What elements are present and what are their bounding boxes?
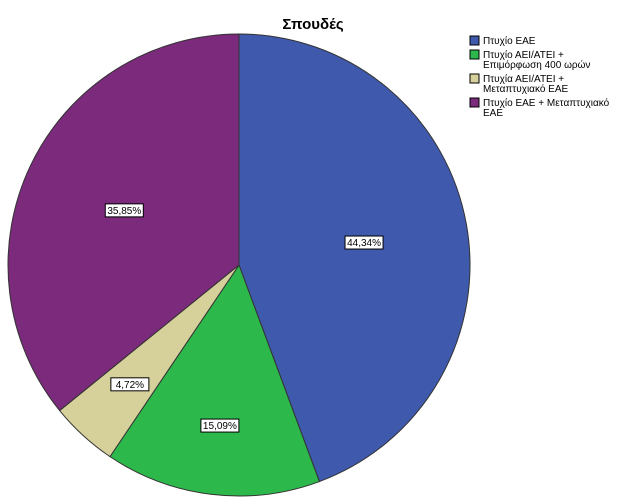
pie-slice-1 bbox=[238, 33, 471, 483]
legend-swatch bbox=[469, 49, 480, 60]
svg-text:35,85%: 35,85% bbox=[107, 206, 141, 217]
legend-swatch bbox=[469, 97, 480, 108]
legend-swatch bbox=[469, 73, 480, 84]
svg-text:15,09%: 15,09% bbox=[203, 421, 237, 432]
pie-data-label-1: 44,34% bbox=[344, 235, 384, 250]
pie-data-label-4: 35,85% bbox=[104, 203, 144, 218]
legend-item-4: Πτυχίο ΕΑΕ + Μεταπτυχιακό ΕΑΕ bbox=[469, 97, 610, 119]
svg-text:44,34%: 44,34% bbox=[347, 238, 381, 249]
legend-label: Πτυχίο ΑΕΙ/ΑΤΕΙ + Επιμόρφωση 400 ωρών bbox=[483, 49, 590, 71]
pie-slice-2 bbox=[109, 263, 321, 497]
pie-slices bbox=[7, 33, 471, 497]
legend-item-2: Πτυχίο ΑΕΙ/ΑΤΕΙ + Επιμόρφωση 400 ωρών bbox=[469, 49, 590, 71]
pie-data-label-2: 15,09% bbox=[200, 418, 240, 433]
legend: Πτυχίο ΕΑΕ Πτυχίο ΑΕΙ/ΑΤΕΙ + Επιμόρφωση 40… bbox=[469, 35, 610, 119]
svg-text:4,72%: 4,72% bbox=[116, 380, 144, 391]
legend-swatch bbox=[469, 35, 480, 46]
legend-label: Πτυχίο ΕΑΕ bbox=[483, 35, 536, 47]
legend-item-1: Πτυχίο ΕΑΕ bbox=[469, 35, 536, 47]
pie-slice-4 bbox=[7, 33, 240, 412]
legend-item-3: Πτυχία ΑΕΙ/ΑΤΕΙ + Μεταπτυχιακό ΕΑΕ bbox=[469, 73, 569, 95]
legend-label: Πτυχίο ΕΑΕ + Μεταπτυχιακό ΕΑΕ bbox=[483, 97, 610, 119]
pie-data-label-3: 4,72% bbox=[110, 377, 150, 392]
pie-data-labels: 44,34% 15,09% 4,72% 35,85% bbox=[104, 203, 384, 433]
chart-title: Σπουδές bbox=[282, 16, 344, 33]
legend-label: Πτυχία ΑΕΙ/ΑΤΕΙ + Μεταπτυχιακό ΕΑΕ bbox=[483, 73, 569, 95]
